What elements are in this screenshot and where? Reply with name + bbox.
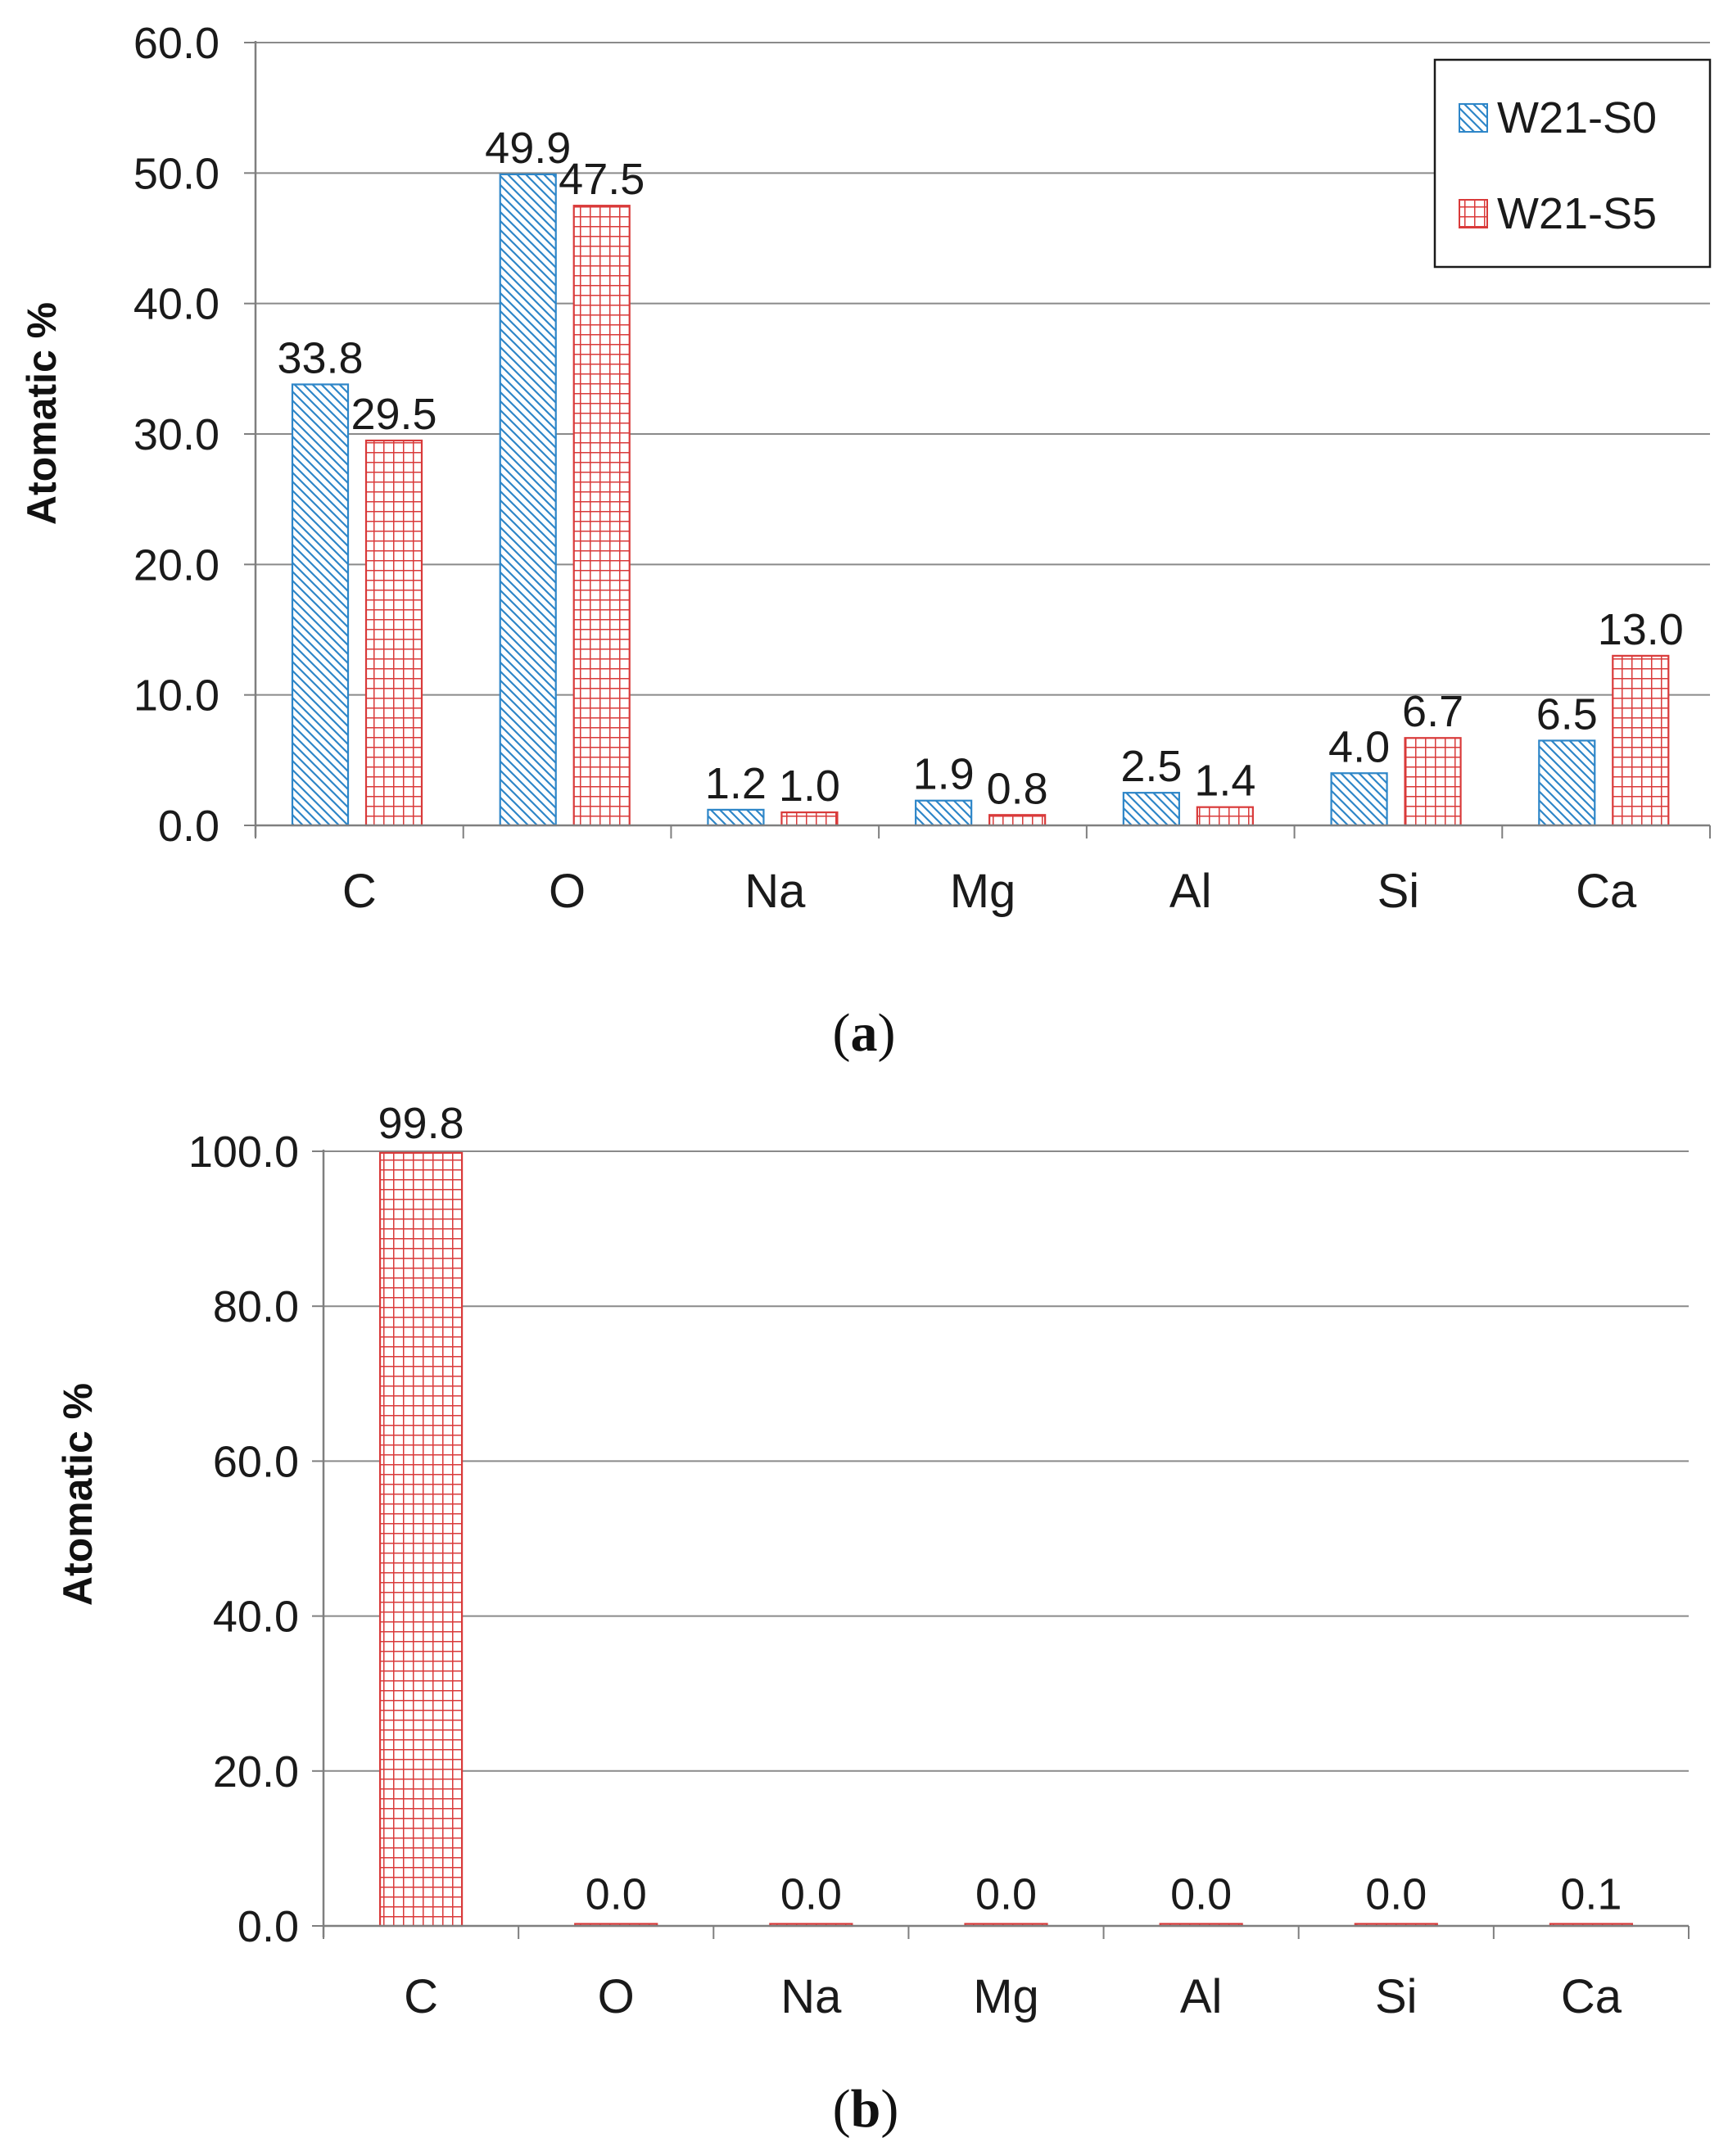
x-tick-label: C <box>404 1970 438 2023</box>
legend-swatch-w21-s0 <box>1459 103 1488 133</box>
legend-label-w21-s0: W21-S0 <box>1497 93 1657 142</box>
y-tick-label: 20.0 <box>213 1747 299 1797</box>
y-tick-label: 80.0 <box>213 1282 299 1331</box>
y-tick-label: 50.0 <box>133 149 219 198</box>
data-label-w21-s5: 0.0 <box>1170 1870 1232 1919</box>
bar-w21-s0 <box>915 799 973 827</box>
data-label-w21-s0: 33.8 <box>277 333 363 382</box>
x-tick-label: Na <box>744 865 806 918</box>
x-tick-label: Al <box>1180 1970 1223 2023</box>
bar-w21-s0 <box>291 383 350 827</box>
bar-w21-s5 <box>1196 806 1254 827</box>
panel-letter-b: b <box>851 2079 881 2139</box>
y-tick-label: 40.0 <box>133 280 219 329</box>
data-label-w21-s0: 1.2 <box>705 759 767 808</box>
bar-w21-s0 <box>499 173 557 827</box>
data-label-w21-s5: 0.8 <box>987 764 1048 813</box>
y-tick-label: 40.0 <box>213 1593 299 1642</box>
data-label-w21-s5: 0.0 <box>780 1870 842 1919</box>
bar-w21-s5 <box>1612 654 1670 827</box>
x-tick-label: Mg <box>973 1970 1039 2023</box>
x-tick-label: Al <box>1169 865 1212 918</box>
y-tick-label: 100.0 <box>188 1128 299 1177</box>
data-label-w21-s5: 6.7 <box>1402 687 1463 736</box>
bar-w21-s5 <box>364 439 423 827</box>
bar-w21-s5 <box>378 1151 464 1928</box>
data-label-w21-s0: 49.9 <box>485 124 571 173</box>
data-label-w21-s0: 1.9 <box>913 750 975 799</box>
data-label-w21-s5: 0.0 <box>975 1870 1037 1919</box>
panel-label-b: (b) <box>833 2079 899 2139</box>
y-tick-label: 60.0 <box>133 19 219 68</box>
x-tick-label: Ca <box>1561 1970 1622 2023</box>
chart-a: 0.0 10.0 20.0 30.0 40.0 50.0 60.0 C O Na Mg Al Si Ca 3… <box>19 19 1712 1063</box>
bar-w21-s0 <box>707 808 765 827</box>
panel-letter-a: a <box>851 1003 878 1063</box>
data-label-w21-s5: 1.0 <box>779 762 840 811</box>
bar-w21-s5 <box>572 205 631 827</box>
data-label-w21-s5: 99.8 <box>378 1099 464 1148</box>
data-label-w21-s5: 1.4 <box>1194 757 1255 806</box>
data-label-w21-s0: 2.5 <box>1120 742 1182 791</box>
y-tick-label: 30.0 <box>133 410 219 459</box>
data-label-w21-s5: 29.5 <box>351 390 437 439</box>
x-tick-label: Ca <box>1576 865 1637 918</box>
data-label-w21-s5: 13.0 <box>1598 605 1684 654</box>
bar-w21-s5 <box>780 811 839 827</box>
data-label-w21-s5: 47.5 <box>559 155 645 204</box>
x-tick-label: Si <box>1377 865 1420 918</box>
x-tick-label: C <box>342 865 377 918</box>
data-label-w21-s5: 0.0 <box>1365 1870 1427 1919</box>
x-tick-label: Si <box>1375 1970 1418 2023</box>
data-label-w21-s5: 0.0 <box>586 1870 647 1919</box>
x-tick-label: O <box>598 1970 635 2023</box>
chart-b: 0.0 20.0 40.0 60.0 80.0 100.0 C O Na Mg Al Si Ca 99.8… <box>55 1099 1690 2139</box>
x-tick-label: Mg <box>950 865 1016 918</box>
bar-w21-s0 <box>1122 792 1180 827</box>
panel-label-a: (a) <box>833 1003 896 1063</box>
data-label-w21-s0: 6.5 <box>1536 689 1598 739</box>
legend-item-w21-s0: W21-S0 <box>1459 93 1657 142</box>
y-tick-label: 0.0 <box>158 802 219 851</box>
legend-a: W21-S0 W21-S5 <box>1433 58 1712 269</box>
x-tick-label: Na <box>780 1970 842 2023</box>
bar-w21-s5 <box>988 814 1047 827</box>
y-axis-title-b: Atomatic % <box>55 1383 101 1606</box>
bar-w21-s5 <box>1404 737 1462 827</box>
data-label-w21-s0: 4.0 <box>1328 722 1390 771</box>
legend-swatch-w21-s5 <box>1459 199 1488 228</box>
y-tick-label: 60.0 <box>213 1437 299 1486</box>
data-label-w21-s5: 0.1 <box>1560 1870 1622 1919</box>
bar-w21-s0 <box>1538 739 1596 827</box>
y-axis-title-a: Atomatic % <box>19 302 65 525</box>
bar-w21-s0 <box>1330 772 1388 827</box>
x-tick-label: O <box>549 865 586 918</box>
y-tick-label: 20.0 <box>133 540 219 590</box>
legend-label-w21-s5: W21-S5 <box>1497 189 1657 238</box>
y-tick-label: 10.0 <box>133 671 219 721</box>
legend-item-w21-s5: W21-S5 <box>1459 189 1657 238</box>
y-tick-label: 0.0 <box>237 1902 299 1951</box>
